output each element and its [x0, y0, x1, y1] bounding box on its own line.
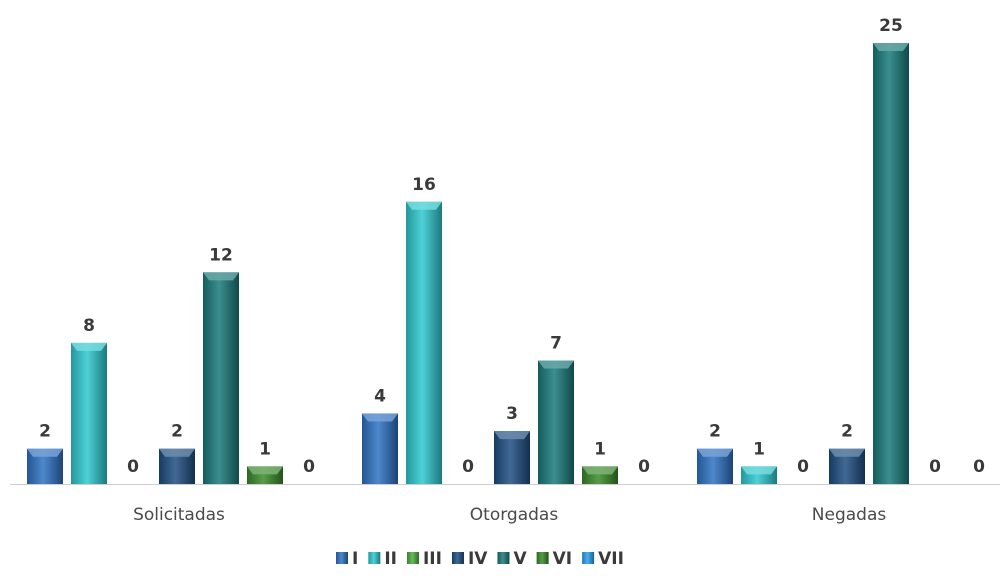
legend-swatch-IV [451, 552, 464, 564]
value-label-V-Otorgadas: 7 [550, 334, 562, 354]
legend-label-I: I [352, 549, 358, 569]
legend-label-IV: IV [468, 549, 488, 569]
bar-V-Negadas [873, 43, 909, 484]
value-label-I-Solicitadas: 2 [39, 422, 51, 442]
bar-II-Negadas [741, 466, 777, 484]
category-label-Otorgadas: Otorgadas [470, 505, 559, 525]
value-label-III-Negadas: 0 [797, 457, 809, 477]
legend-label-III: III [423, 549, 442, 569]
value-label-V-Negadas: 25 [879, 16, 903, 36]
value-label-VII-Negadas: 0 [973, 457, 985, 477]
legend-item-V: V [497, 549, 527, 569]
value-label-VI-Otorgadas: 1 [594, 439, 606, 459]
value-label-III-Otorgadas: 0 [462, 457, 474, 477]
legend-swatch-I [336, 552, 348, 564]
legend-item-VII: VII [582, 549, 624, 569]
value-labels-layer: 2 8 0 2 12 1 0 4 16 0 3 7 1 0 2 1 0 2 25 0 0 [39, 16, 985, 477]
legend-item-VI: VI [536, 549, 572, 569]
legend-swatch-V [497, 552, 510, 564]
legend-swatch-III [406, 552, 419, 564]
category-label-Negadas: Negadas [812, 505, 887, 525]
bars-layer [27, 43, 909, 484]
legend-item-III: III [406, 549, 442, 569]
value-label-II-Solicitadas: 8 [83, 316, 95, 336]
bar-II-Solicitadas [71, 342, 107, 484]
legend-label-VII: VII [598, 549, 624, 569]
value-label-IV-Negadas: 2 [841, 422, 853, 442]
value-label-V-Solicitadas: 12 [209, 245, 233, 265]
bar-IV-Otorgadas [494, 431, 530, 484]
category-labels-layer: Solicitadas Otorgadas Negadas [133, 505, 886, 525]
legend-label-VI: VI [553, 549, 572, 569]
value-label-VII-Solicitadas: 0 [303, 457, 315, 477]
value-label-II-Negadas: 1 [753, 439, 765, 459]
legend-item-II: II [368, 549, 397, 569]
bar-IV-Negadas [829, 448, 865, 484]
category-label-Solicitadas: Solicitadas [133, 505, 225, 525]
value-label-I-Otorgadas: 4 [374, 386, 386, 406]
legend-item-I: I [336, 549, 358, 569]
bar-I-Otorgadas [362, 413, 398, 484]
bar-I-Solicitadas [27, 448, 63, 484]
value-label-VII-Otorgadas: 0 [638, 457, 650, 477]
legend: I II III IV V VI VII [336, 549, 624, 569]
legend-swatch-VII [582, 552, 595, 564]
bar-V-Otorgadas [538, 360, 574, 484]
value-label-VI-Negadas: 0 [929, 457, 941, 477]
value-label-III-Solicitadas: 0 [127, 457, 139, 477]
legend-label-V: V [513, 549, 527, 569]
value-label-IV-Otorgadas: 3 [506, 404, 518, 424]
value-label-II-Otorgadas: 16 [412, 175, 436, 195]
value-label-VI-Solicitadas: 1 [259, 439, 271, 459]
legend-label-II: II [384, 549, 397, 569]
bar-V-Solicitadas [203, 272, 239, 484]
bar-VI-Otorgadas [582, 466, 618, 484]
legend-item-IV: IV [451, 549, 488, 569]
bar-IV-Solicitadas [159, 448, 195, 484]
legend-swatch-II [368, 552, 381, 564]
bar-II-Otorgadas [406, 201, 442, 484]
bar-VI-Solicitadas [247, 466, 283, 484]
value-label-IV-Solicitadas: 2 [171, 422, 183, 442]
value-label-I-Negadas: 2 [709, 422, 721, 442]
bar-I-Negadas [697, 448, 733, 484]
legend-swatch-VI [536, 552, 549, 564]
